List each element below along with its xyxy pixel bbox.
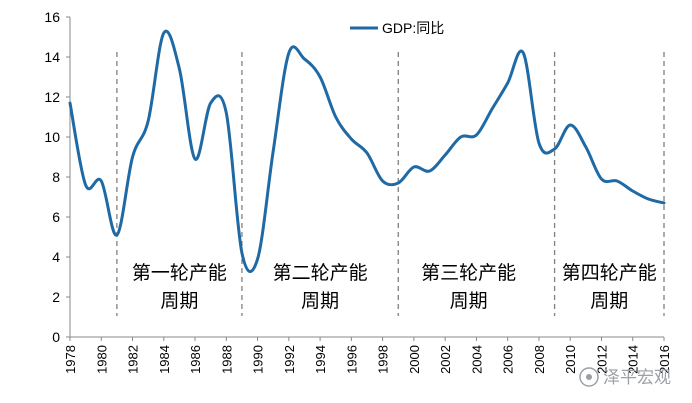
x-tick-label: 1988 [219,345,234,374]
y-tick-label: 2 [52,289,60,305]
x-tick-label: 1986 [188,345,203,374]
x-tick-label: 2016 [657,345,672,374]
period-label-line1: 第二轮产能 [273,262,368,284]
period-label-line1: 第四轮产能 [562,262,657,284]
legend: GDP:同比 [350,20,444,36]
x-tick-label: 2004 [469,345,484,374]
x-tick-label: 1994 [313,345,328,374]
watermark-text: 泽平宏观 [603,368,671,388]
watermark: 泽平宏观 [579,367,671,388]
chart-axes: 0 2 4 6 8 10 12 14 16 1978 1980 1982 1984 1986 1988 199… [44,9,672,374]
series-lines [68,29,666,273]
y-tick-label: 16 [44,9,60,25]
x-tick-label: 1992 [282,345,297,374]
period-label-line1: 第一轮产能 [132,262,227,284]
legend-label-gdp: GDP:同比 [382,20,444,36]
x-tick-label: 1984 [157,345,172,374]
period-label-line2: 周期 [450,290,488,312]
x-tick-label: 2010 [563,345,578,374]
period-label-line2: 周期 [301,290,339,312]
y-tick-label: 14 [44,49,60,65]
x-tick-label: 2008 [532,345,547,374]
y-tick-label: 8 [52,169,60,185]
x-tick-label: 2012 [594,345,609,374]
x-tick-label: 2002 [438,345,453,374]
x-tick-label: 1982 [126,345,141,374]
series-line-gdp [68,29,666,273]
x-tick-label: 1990 [251,345,266,374]
period-label-line2: 周期 [160,290,198,312]
x-tick-label: 1996 [344,345,359,374]
y-tick-label: 12 [44,89,60,105]
y-tick-label: 4 [52,249,60,265]
x-tick-label: 1978 [63,345,78,374]
x-tick-label: 2000 [407,345,422,374]
y-tick-label: 6 [52,209,60,225]
x-tick-label: 1980 [94,345,109,374]
watermark-logo-dot [586,374,592,380]
y-tick-label: 10 [44,129,60,145]
y-tick-label: 0 [52,329,60,345]
x-tick-label: 2006 [501,345,516,374]
period-label-line1: 第三轮产能 [421,262,516,284]
cycle-dividers [116,52,665,316]
watermark-logo-icon [579,367,599,387]
x-tick-label: 1998 [376,345,391,374]
x-tick-label: 2014 [626,345,641,374]
period-label-line2: 周期 [590,290,628,312]
